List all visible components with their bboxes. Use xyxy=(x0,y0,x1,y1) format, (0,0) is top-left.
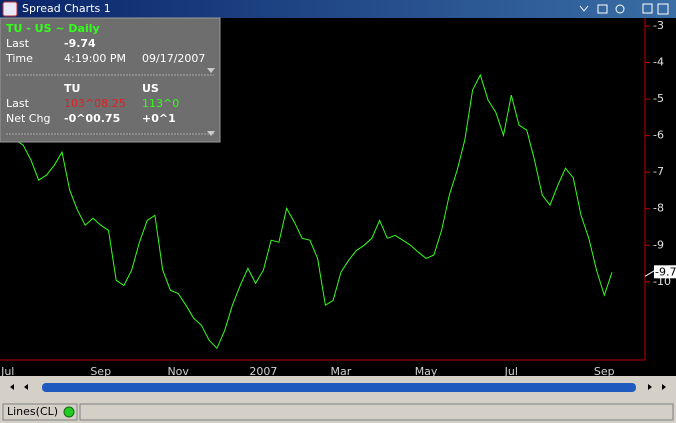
info-value: -9.74 xyxy=(64,37,96,50)
quote-value: 103^08.25 xyxy=(64,97,126,110)
quote-label: Net Chg xyxy=(6,112,50,125)
quote-value: -0^00.75 xyxy=(64,112,120,125)
x-tick-label: May xyxy=(415,365,438,378)
quote-value: 113^0 xyxy=(142,97,179,110)
status-panel xyxy=(2,403,78,421)
status-panel xyxy=(79,403,674,421)
x-tick-label: Nov xyxy=(167,365,189,378)
status-bar xyxy=(0,401,676,423)
status-label: Lines(CL) xyxy=(7,405,58,418)
y-tick-label: -5 xyxy=(653,92,664,105)
status-indicator xyxy=(63,406,75,418)
collapse-button[interactable] xyxy=(207,68,215,73)
plot xyxy=(0,73,613,350)
x-tick-label: Mar xyxy=(330,365,351,378)
window-controls[interactable] xyxy=(579,3,669,15)
quote-value: +0^1 xyxy=(142,112,176,125)
x-tick-label: 2007 xyxy=(249,365,277,378)
y-tick-label: -3 xyxy=(653,19,664,32)
y-tick-label: -9 xyxy=(653,238,664,251)
column-header: US xyxy=(142,82,159,95)
x-tick-label: Sep xyxy=(90,365,111,378)
x-tick-label: Sep xyxy=(594,365,615,378)
scroll-thumb[interactable] xyxy=(42,383,636,392)
last-value-label: -9.7 xyxy=(655,265,676,278)
title-bar xyxy=(0,0,676,18)
column-header: TU xyxy=(64,82,80,95)
app-icon xyxy=(2,1,18,17)
info-value: 4:19:00 PM xyxy=(64,52,126,65)
y-tick-label: -7 xyxy=(653,165,664,178)
quote-label: Last xyxy=(6,97,30,110)
info-label: Last xyxy=(6,37,30,50)
y-tick-label: -6 xyxy=(653,129,664,142)
window-title: Spread Charts 1 xyxy=(22,2,111,15)
x-tick-label: Jul xyxy=(504,365,518,378)
expand-button[interactable] xyxy=(207,131,215,136)
y-tick-label: -4 xyxy=(653,56,664,69)
price-line xyxy=(0,73,613,350)
scroll-bar[interactable] xyxy=(0,377,676,397)
info-label: Time xyxy=(5,52,33,65)
info-value: 09/17/2007 xyxy=(142,52,205,65)
last-value-pointer xyxy=(644,269,656,277)
info-panel-background xyxy=(0,17,221,143)
info-title: TU - US ~ Daily xyxy=(6,22,100,35)
x-tick-label: Jul xyxy=(0,365,14,378)
last-value-box xyxy=(654,265,676,279)
info-panel: TU - US ~ Daily Last -9.74 Time 4:19:00 … xyxy=(0,17,221,143)
y-tick-label: -8 xyxy=(653,202,664,215)
